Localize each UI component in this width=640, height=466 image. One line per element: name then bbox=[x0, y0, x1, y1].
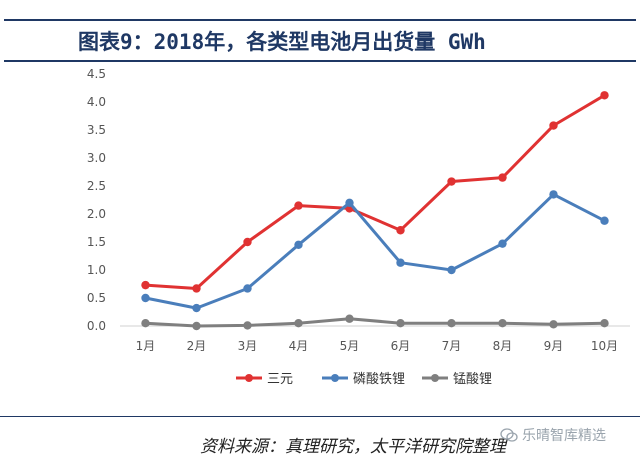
data-point bbox=[396, 226, 405, 235]
data-point bbox=[447, 177, 456, 186]
legend-label: 三元 bbox=[267, 372, 293, 387]
legend-label: 磷酸铁锂 bbox=[353, 372, 405, 387]
y-tick-label: 3.5 bbox=[87, 123, 106, 137]
data-point bbox=[600, 216, 609, 225]
y-axis: 0.0 0.5 1.0 1.5 2.0 2.5 3.0 3.5 4.0 4.5 bbox=[87, 67, 106, 333]
data-point bbox=[345, 198, 354, 207]
series-line bbox=[145, 317, 605, 328]
y-tick-label: 4.0 bbox=[87, 95, 106, 109]
y-tick-label: 1.0 bbox=[87, 263, 106, 277]
x-tick-label: 2月 bbox=[187, 339, 207, 353]
y-tick-label: 2.0 bbox=[87, 207, 106, 221]
data-point bbox=[396, 319, 405, 328]
x-tick-label: 4月 bbox=[289, 339, 309, 353]
title-bar: 图表9：2018年，各类型电池月出货量 GWh bbox=[0, 2, 640, 64]
legend-swatch-marker bbox=[431, 374, 439, 382]
x-tick-label: 7月 bbox=[442, 339, 462, 353]
y-tick-label: 0.5 bbox=[87, 291, 106, 305]
title-rule-bottom bbox=[4, 60, 636, 62]
legend-item: 锰酸锂 bbox=[422, 372, 492, 387]
x-tick-label: 9月 bbox=[544, 339, 564, 353]
series-layer bbox=[141, 91, 609, 331]
data-point bbox=[294, 240, 303, 249]
data-point bbox=[549, 121, 558, 130]
source-divider bbox=[0, 416, 640, 417]
legend-item: 三元 bbox=[236, 372, 293, 387]
series-3 bbox=[141, 314, 609, 331]
y-tick-label: 1.5 bbox=[87, 235, 106, 249]
x-tick-label: 6月 bbox=[391, 339, 411, 353]
watermark: 乐晴智库精选 bbox=[500, 425, 606, 445]
x-axis: 1月 2月 3月 4月 5月 6月 7月 8月 9月 10月 bbox=[120, 325, 630, 353]
data-point bbox=[549, 190, 558, 199]
x-tick-label: 10月 bbox=[591, 339, 618, 353]
data-point bbox=[192, 303, 201, 313]
y-tick-label: 3.0 bbox=[87, 151, 106, 165]
x-tick-label: 3月 bbox=[238, 339, 258, 353]
legend: 三元 磷酸铁锂 锰酸锂 bbox=[236, 372, 492, 387]
data-point bbox=[549, 320, 558, 329]
data-point bbox=[396, 258, 405, 267]
watermark-text: 乐晴智库精选 bbox=[522, 428, 606, 444]
title-rule-top bbox=[4, 19, 636, 21]
legend-label: 锰酸锂 bbox=[453, 372, 492, 387]
y-tick-label: 2.5 bbox=[87, 179, 106, 193]
data-point bbox=[294, 319, 303, 328]
line-chart: 0.0 0.5 1.0 1.5 2.0 2.5 3.0 3.5 4.0 4.5 1月 2月 3月 4月 5… bbox=[87, 67, 630, 387]
data-point bbox=[243, 321, 252, 330]
series-line bbox=[145, 192, 606, 310]
data-point bbox=[141, 280, 150, 290]
data-point bbox=[141, 319, 150, 328]
y-tick-label: 4.5 bbox=[87, 67, 106, 81]
x-tick-label: 8月 bbox=[493, 339, 513, 353]
series-line bbox=[145, 94, 606, 290]
data-point bbox=[192, 321, 201, 331]
data-point bbox=[498, 173, 507, 182]
legend-swatch-marker bbox=[331, 374, 339, 382]
legend-item: 磷酸铁锂 bbox=[322, 372, 405, 387]
x-tick-label: 5月 bbox=[340, 339, 360, 353]
data-point bbox=[498, 239, 507, 248]
data-point bbox=[447, 265, 456, 275]
data-point bbox=[447, 319, 456, 328]
data-point bbox=[600, 91, 609, 100]
data-point bbox=[192, 284, 201, 293]
y-tick-label: 0.0 bbox=[87, 319, 106, 333]
data-point bbox=[345, 314, 354, 323]
x-tick-label: 1月 bbox=[136, 339, 156, 353]
data-point bbox=[243, 237, 252, 247]
legend-swatch-marker bbox=[245, 374, 253, 382]
chart-title: 图表9：2018年，各类型电池月出货量 GWh bbox=[78, 30, 486, 54]
data-point bbox=[498, 319, 507, 328]
source-note: 资料来源：真理研究，太平洋研究院整理 bbox=[200, 437, 506, 457]
data-point bbox=[600, 319, 609, 328]
wechat-icon bbox=[500, 428, 518, 442]
data-point bbox=[294, 201, 303, 210]
series-1 bbox=[141, 91, 609, 293]
series-2 bbox=[141, 190, 609, 313]
data-point bbox=[141, 293, 150, 303]
data-point bbox=[243, 284, 252, 293]
